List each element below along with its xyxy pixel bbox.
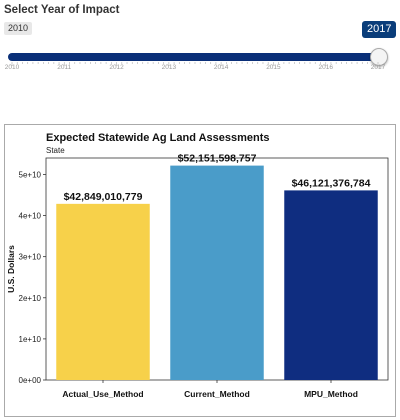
chart-subtitle: State xyxy=(46,146,65,155)
chart-title: Expected Statewide Ag Land Assessments xyxy=(46,132,270,144)
y-tick-label: 0e+00 xyxy=(19,376,42,385)
slider-tick-label: 2017 xyxy=(370,64,386,71)
bar-value-label: $46,121,376,784 xyxy=(292,177,371,189)
y-tick-label: 1e+10 xyxy=(19,335,42,344)
slider-value-badge: 2017 xyxy=(362,21,397,38)
x-tick-label: Current_Method xyxy=(184,389,250,399)
slider-tick-label: 2010 xyxy=(4,64,20,71)
y-tick-label: 3e+10 xyxy=(19,253,42,262)
slider-tick-label: 2012 xyxy=(109,64,124,71)
year-slider-title: Select Year of Impact xyxy=(4,4,120,16)
slider-tick-label: 2014 xyxy=(213,64,229,71)
bar xyxy=(56,203,150,380)
x-tick-label: MPU_Method xyxy=(304,389,358,399)
y-tick-label: 5e+10 xyxy=(19,170,42,179)
y-axis-label: U.S. Dollars xyxy=(6,245,16,293)
slider-tick-label: 2015 xyxy=(266,64,281,71)
y-tick-label: 4e+10 xyxy=(19,212,42,221)
bar xyxy=(170,165,264,380)
bar-value-label: $52,151,598,757 xyxy=(178,153,257,165)
x-tick-label: Actual_Use_Method xyxy=(62,389,143,399)
slider-tick-label: 2011 xyxy=(57,64,72,71)
y-tick-label: 2e+10 xyxy=(19,294,42,303)
slider-handle[interactable] xyxy=(370,48,388,66)
slider-tick-label: 2016 xyxy=(318,64,333,71)
slider-track[interactable] xyxy=(8,53,386,61)
bar xyxy=(284,190,378,380)
slider-min-badge: 2010 xyxy=(4,22,33,35)
slider-tick-label: 2013 xyxy=(161,64,177,71)
slider-tick-marks xyxy=(11,62,379,66)
bar-value-label: $42,849,010,779 xyxy=(64,191,143,203)
